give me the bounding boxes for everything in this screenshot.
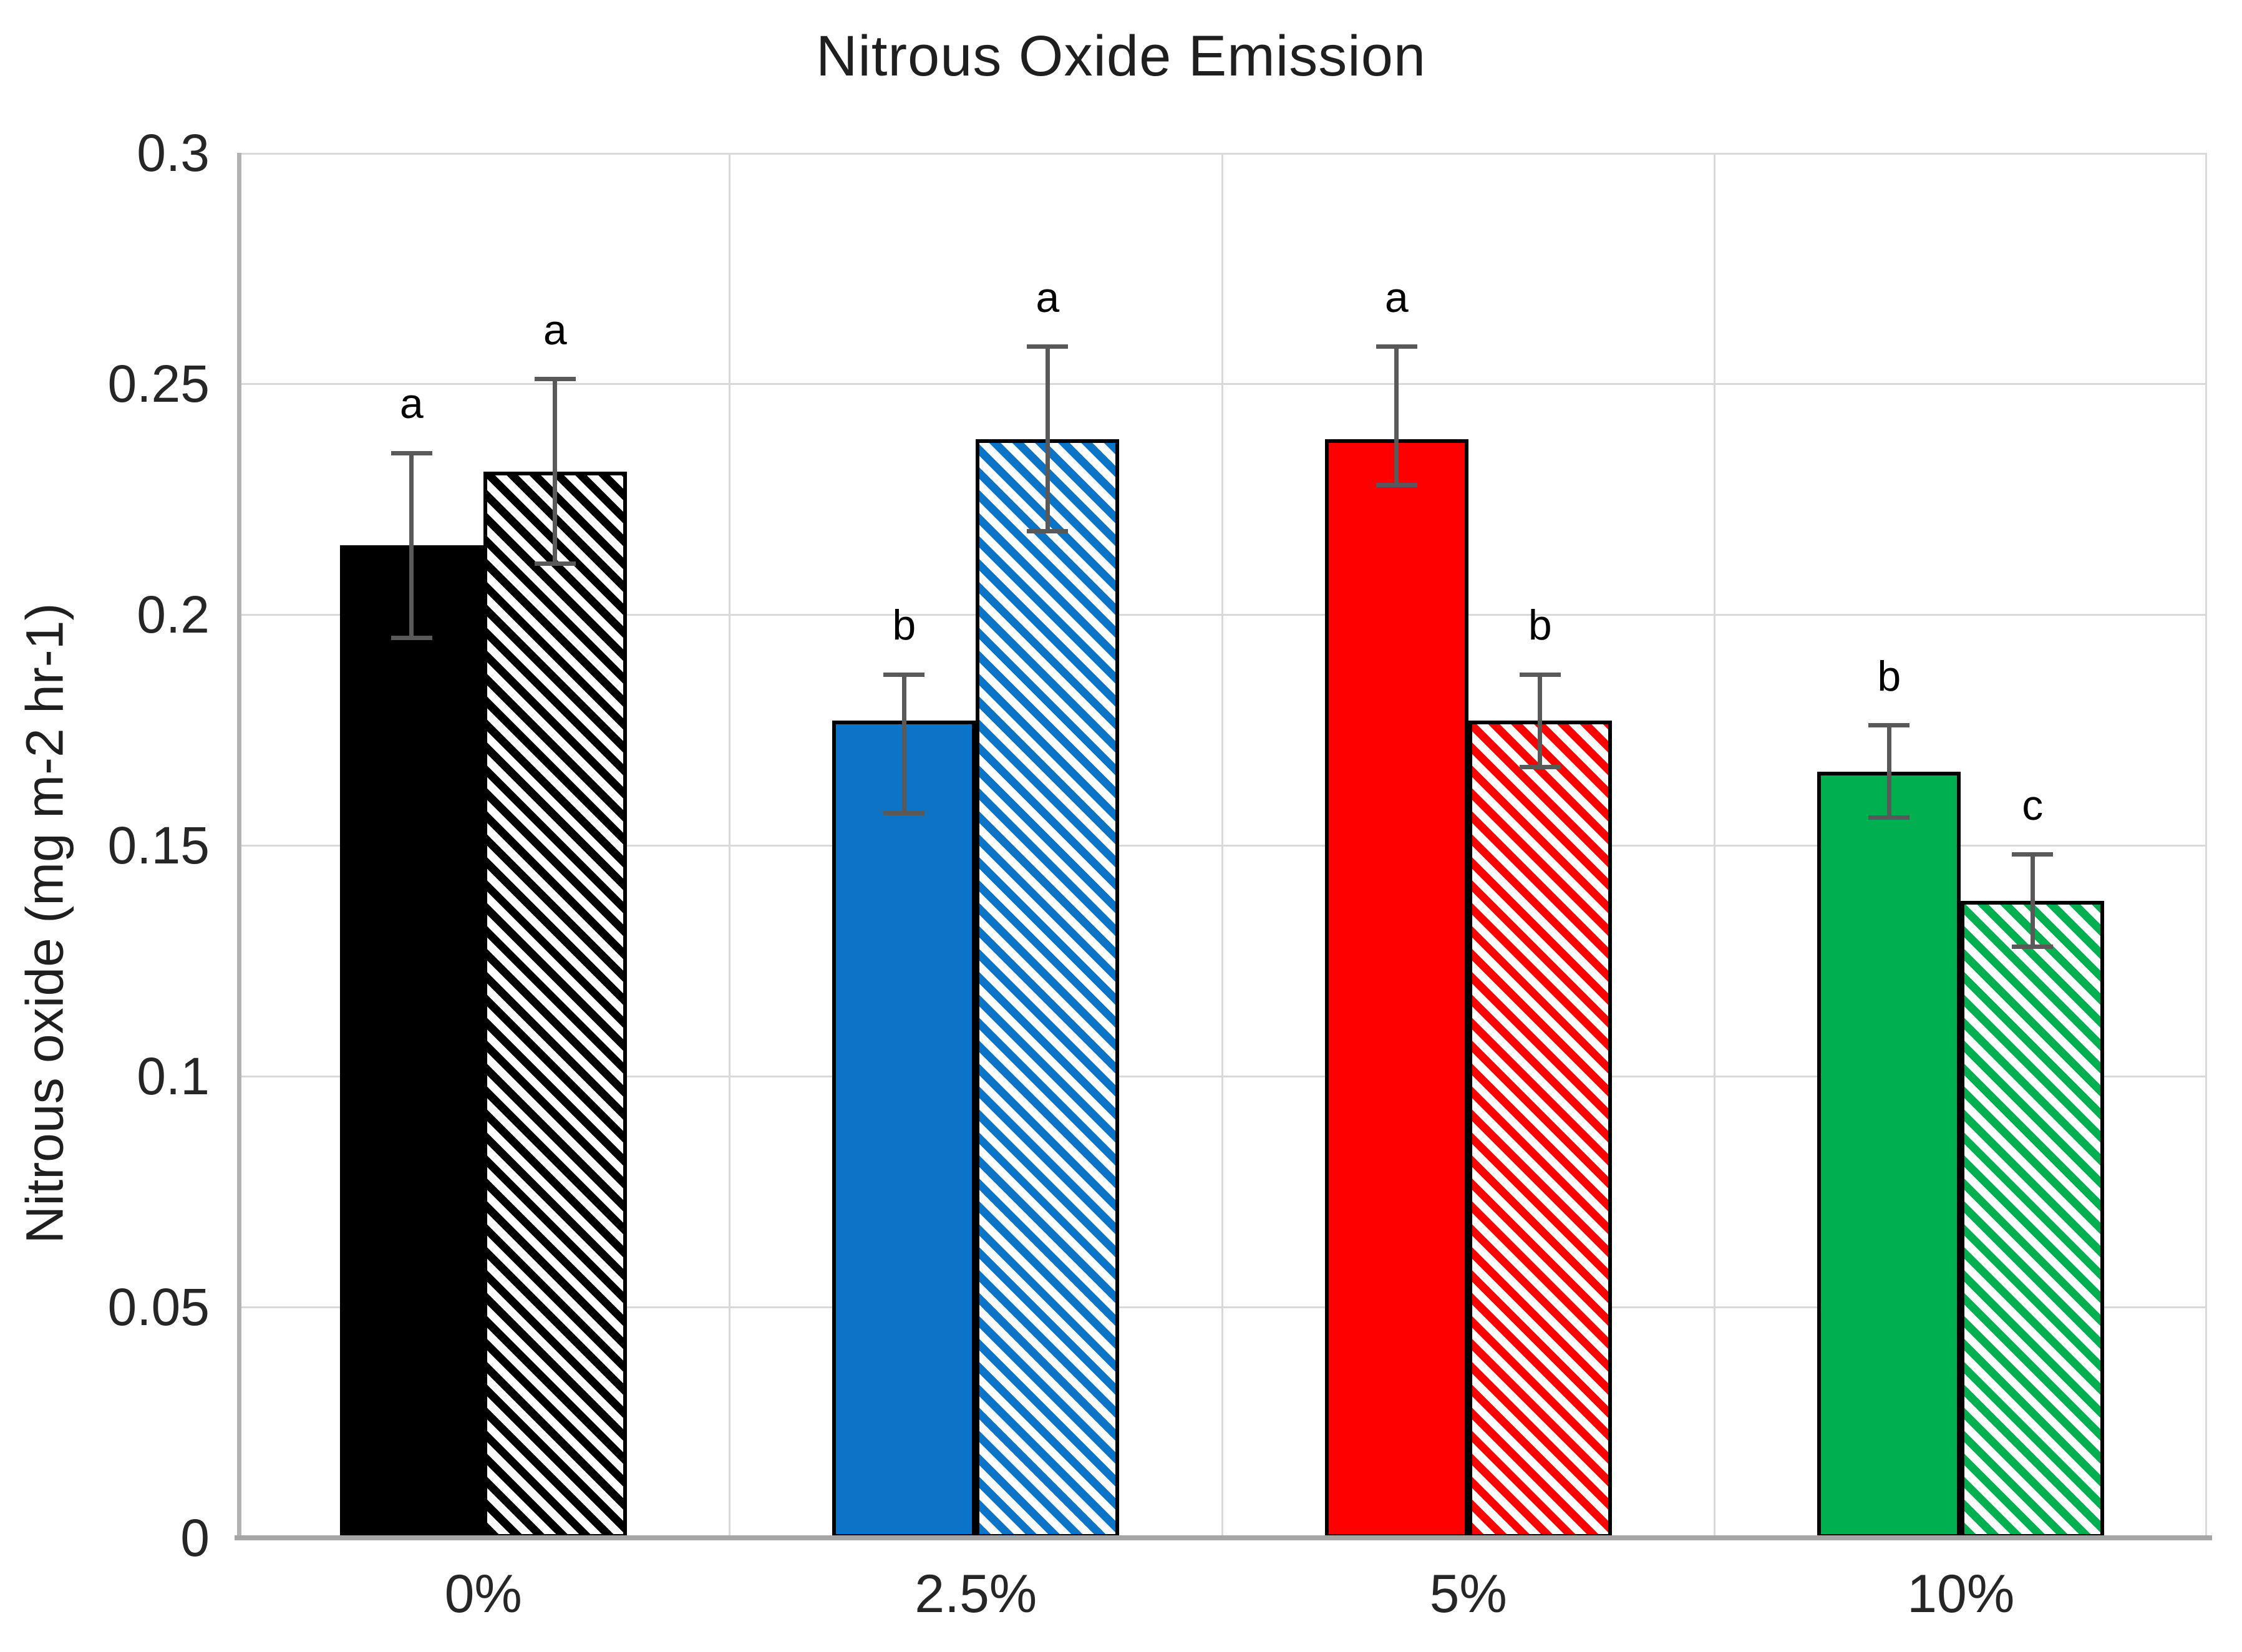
- error-bar-whisker: [901, 674, 906, 814]
- significance-letter: a: [1036, 273, 1060, 321]
- y-tick-label: 0.2: [137, 585, 210, 644]
- x-tick-label: 10%: [1907, 1564, 2015, 1624]
- error-bar-cap-top: [391, 450, 432, 455]
- error-bar-cap-top: [1868, 723, 1910, 728]
- x-tick-label: 2.5%: [915, 1564, 1037, 1624]
- error-bar-whisker: [1886, 725, 1891, 818]
- error-bar-cap-top: [2012, 852, 2054, 857]
- error-bar-cap-top: [883, 672, 925, 677]
- error-bar-whisker: [1538, 674, 1543, 767]
- x-tick-label: 0%: [444, 1564, 522, 1624]
- error-bar-cap-bottom: [1027, 529, 1069, 534]
- significance-letter: b: [1528, 601, 1552, 649]
- significance-letter: a: [543, 306, 567, 354]
- error-bar-whisker: [2030, 854, 2035, 947]
- y-axis-title: Nitrous oxide (mg m-2 hr-1): [15, 603, 74, 1244]
- error-bar-cap-top: [534, 377, 576, 382]
- plot-area: a b a b a a b c: [235, 153, 2212, 1540]
- bar-solid: [339, 545, 483, 1538]
- error-bar-cap-top: [1376, 344, 1417, 349]
- bar-hatched: [1961, 900, 2105, 1538]
- bar-solid: [1817, 771, 1961, 1538]
- error-bar-whisker: [1045, 346, 1050, 532]
- vertical-gridline: [2205, 153, 2207, 1538]
- error-bar-cap-bottom: [1376, 483, 1417, 488]
- error-bar-whisker: [1394, 346, 1399, 485]
- y-tick-label: 0.1: [137, 1047, 210, 1105]
- error-bar-whisker: [553, 379, 558, 564]
- error-bar-cap-top: [1027, 344, 1069, 349]
- error-bar-cap-bottom: [391, 635, 432, 640]
- y-tick-label: 0.25: [107, 354, 210, 413]
- error-bar-cap-bottom: [2012, 945, 2054, 950]
- error-bar-cap-top: [1519, 672, 1561, 677]
- bar-hatched: [1468, 721, 1612, 1538]
- x-tick-label: 5%: [1429, 1564, 1507, 1624]
- error-bar-cap-bottom: [534, 561, 576, 566]
- significance-letter: b: [1877, 652, 1901, 700]
- error-bar-cap-bottom: [1868, 815, 1910, 820]
- significance-letter: b: [892, 601, 916, 649]
- error-bar-whisker: [409, 453, 414, 638]
- bar-hatched: [976, 439, 1120, 1538]
- y-axis-line: [237, 153, 241, 1538]
- y-tick-label: 0.15: [107, 816, 210, 875]
- y-tick-label: 0.05: [107, 1278, 210, 1336]
- y-tick-label: 0: [180, 1509, 210, 1567]
- error-bar-cap-bottom: [883, 810, 925, 815]
- significance-letter: a: [1384, 273, 1409, 321]
- error-bar-cap-bottom: [1519, 764, 1561, 769]
- y-tick-label: 0.3: [137, 124, 210, 182]
- vertical-gridline: [1714, 153, 1715, 1538]
- significance-letter: a: [399, 380, 424, 427]
- vertical-gridline: [1221, 153, 1223, 1538]
- bar-solid: [832, 721, 976, 1538]
- bar-hatched: [483, 471, 627, 1538]
- significance-letter: c: [2022, 781, 2044, 829]
- vertical-gridline: [729, 153, 730, 1538]
- chart-title: Nitrous Oxide Emission: [815, 24, 1427, 88]
- x-axis-line: [235, 1535, 2212, 1540]
- bar-solid: [1324, 439, 1468, 1538]
